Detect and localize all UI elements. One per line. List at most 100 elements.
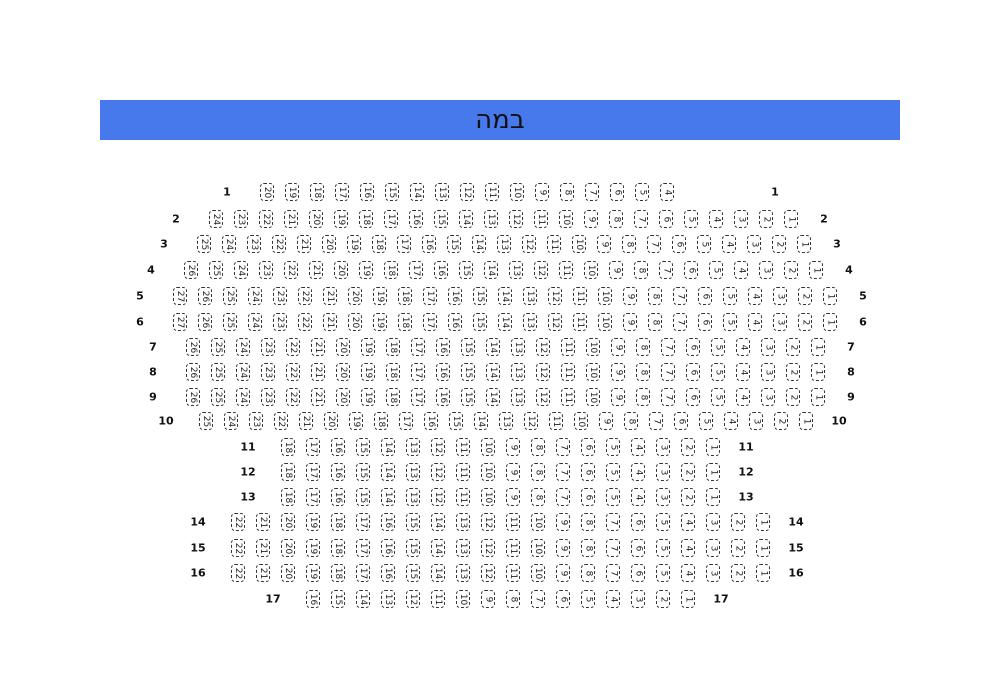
seat[interactable]: 9 xyxy=(556,564,570,582)
seat[interactable]: 21 xyxy=(256,564,270,582)
seat[interactable]: 14 xyxy=(431,513,445,531)
seat[interactable]: 23 xyxy=(261,338,275,356)
seat[interactable]: 21 xyxy=(256,539,270,557)
seat[interactable]: 14 xyxy=(486,363,500,381)
seat[interactable]: 10 xyxy=(598,313,612,331)
seat[interactable]: 14 xyxy=(356,590,370,608)
seat[interactable]: 21 xyxy=(323,313,337,331)
seat[interactable]: 8 xyxy=(624,412,638,430)
seat[interactable]: 20 xyxy=(324,412,338,430)
seat[interactable]: 24 xyxy=(224,412,238,430)
seat[interactable]: 18 xyxy=(386,363,400,381)
seat[interactable]: 1 xyxy=(811,338,825,356)
seat[interactable]: 13 xyxy=(456,539,470,557)
seat[interactable]: 10 xyxy=(586,338,600,356)
seat[interactable]: 19 xyxy=(361,363,375,381)
seat[interactable]: 6 xyxy=(631,513,645,531)
seat[interactable]: 11 xyxy=(534,210,548,228)
seat[interactable]: 6 xyxy=(698,287,712,305)
seat[interactable]: 25 xyxy=(211,338,225,356)
seat[interactable]: 2 xyxy=(656,590,670,608)
seat[interactable]: 16 xyxy=(306,590,320,608)
seat[interactable]: 18 xyxy=(398,313,412,331)
seat[interactable]: 21 xyxy=(284,210,298,228)
seat[interactable]: 1 xyxy=(811,363,825,381)
seat[interactable]: 16 xyxy=(422,235,436,253)
seat[interactable]: 5 xyxy=(723,287,737,305)
seat[interactable]: 6 xyxy=(631,564,645,582)
seat[interactable]: 4 xyxy=(681,513,695,531)
seat[interactable]: 14 xyxy=(459,210,473,228)
seat[interactable]: 19 xyxy=(306,513,320,531)
seat[interactable]: 3 xyxy=(656,463,670,481)
seat[interactable]: 18 xyxy=(398,287,412,305)
seat[interactable]: 5 xyxy=(697,235,711,253)
seat[interactable]: 7 xyxy=(647,235,661,253)
seat[interactable]: 25 xyxy=(199,412,213,430)
seat[interactable]: 8 xyxy=(648,313,662,331)
seat[interactable]: 1 xyxy=(799,412,813,430)
seat[interactable]: 6 xyxy=(686,338,700,356)
seat[interactable]: 18 xyxy=(384,261,398,279)
seat[interactable]: 23 xyxy=(273,287,287,305)
seat[interactable]: 17 xyxy=(335,183,349,201)
seat[interactable]: 22 xyxy=(272,235,286,253)
seat[interactable]: 9 xyxy=(623,313,637,331)
seat[interactable]: 22 xyxy=(274,412,288,430)
seat[interactable]: 12 xyxy=(522,235,536,253)
seat[interactable]: 12 xyxy=(548,287,562,305)
seat[interactable]: 9 xyxy=(599,412,613,430)
seat[interactable]: 2 xyxy=(786,363,800,381)
seat[interactable]: 4 xyxy=(660,183,674,201)
seat[interactable]: 10 xyxy=(531,513,545,531)
seat[interactable]: 2 xyxy=(774,412,788,430)
seat[interactable]: 18 xyxy=(374,412,388,430)
seat[interactable]: 11 xyxy=(559,261,573,279)
seat[interactable]: 1 xyxy=(809,261,823,279)
seat[interactable]: 24 xyxy=(248,287,262,305)
seat[interactable]: 13 xyxy=(523,313,537,331)
seat[interactable]: 26 xyxy=(198,287,212,305)
seat[interactable]: 8 xyxy=(581,513,595,531)
seat[interactable]: 9 xyxy=(556,513,570,531)
seat[interactable]: 4 xyxy=(606,590,620,608)
seat[interactable]: 11 xyxy=(506,539,520,557)
seat[interactable]: 3 xyxy=(631,590,645,608)
seat[interactable]: 12 xyxy=(431,488,445,506)
seat[interactable]: 15 xyxy=(473,313,487,331)
seat[interactable]: 18 xyxy=(281,463,295,481)
seat[interactable]: 7 xyxy=(634,210,648,228)
seat[interactable]: 15 xyxy=(447,235,461,253)
seat[interactable]: 6 xyxy=(684,261,698,279)
seat[interactable]: 27 xyxy=(173,313,187,331)
seat[interactable]: 25 xyxy=(211,388,225,406)
seat[interactable]: 9 xyxy=(611,338,625,356)
seat[interactable]: 12 xyxy=(406,590,420,608)
seat[interactable]: 12 xyxy=(536,338,550,356)
seat[interactable]: 13 xyxy=(406,488,420,506)
seat[interactable]: 9 xyxy=(506,488,520,506)
seat[interactable]: 3 xyxy=(706,539,720,557)
seat[interactable]: 22 xyxy=(286,338,300,356)
seat[interactable]: 17 xyxy=(423,313,437,331)
seat[interactable]: 17 xyxy=(397,235,411,253)
seat[interactable]: 8 xyxy=(581,539,595,557)
seat[interactable]: 19 xyxy=(306,539,320,557)
seat[interactable]: 12 xyxy=(524,412,538,430)
seat[interactable]: 22 xyxy=(259,210,273,228)
seat[interactable]: 22 xyxy=(231,564,245,582)
seat[interactable]: 6 xyxy=(674,412,688,430)
seat[interactable]: 18 xyxy=(310,183,324,201)
seat[interactable]: 10 xyxy=(456,590,470,608)
seat[interactable]: 9 xyxy=(506,463,520,481)
seat[interactable]: 15 xyxy=(385,183,399,201)
seat[interactable]: 16 xyxy=(331,463,345,481)
seat[interactable]: 5 xyxy=(606,488,620,506)
seat[interactable]: 26 xyxy=(184,261,198,279)
seat[interactable]: 15 xyxy=(331,590,345,608)
seat[interactable]: 1 xyxy=(706,438,720,456)
seat[interactable]: 2 xyxy=(786,388,800,406)
seat[interactable]: 17 xyxy=(384,210,398,228)
seat[interactable]: 16 xyxy=(434,261,448,279)
seat[interactable]: 26 xyxy=(186,363,200,381)
